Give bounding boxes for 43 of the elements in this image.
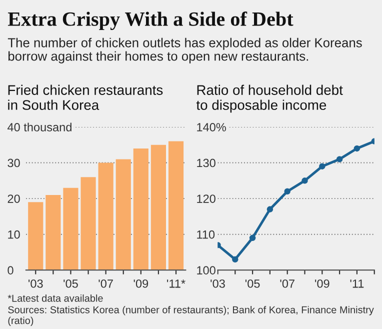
bar: [98, 162, 114, 270]
bar: [150, 144, 166, 270]
point: [266, 206, 274, 212]
y-axis-title: Fried chicken restaurants in South Korea: [8, 84, 163, 110]
point: [354, 145, 360, 152]
y-tick-label: 40 thousand: [7, 122, 72, 132]
bar: [63, 188, 78, 270]
bar: [80, 177, 96, 270]
y-tick-label: 140%: [197, 123, 226, 132]
x-tick-label: '03: [210, 279, 225, 288]
bar: [168, 141, 184, 270]
y-tick-label: 10: [8, 230, 20, 239]
point: [336, 156, 343, 162]
y-tick-label: 30: [8, 158, 20, 168]
source-note: Sources: Statistics Korea (number of restaurants); Bank of Korea, Finance Ministry (ratio): [8, 306, 374, 326]
x-tick-label: '09: [315, 279, 330, 288]
point: [302, 178, 308, 184]
y-tick-label: 100: [197, 266, 216, 275]
y-tick-label: 0: [8, 266, 14, 275]
y-tick-label: 130: [197, 158, 216, 168]
x-tick-label: '03: [28, 279, 43, 288]
x-tick-label: '11*: [167, 280, 186, 288]
bar: [46, 194, 61, 270]
y-tick-label: 120: [197, 194, 216, 203]
point: [319, 163, 326, 170]
x-tick-label: '07: [98, 279, 113, 288]
bar: [28, 202, 44, 270]
x-tick-label: '05: [245, 279, 260, 288]
chart-subtitle: The number of chicken outlets has exploded as older Koreans borrow against their homes to open new restaurants.: [8, 38, 362, 64]
x-tick-label: '11: [350, 280, 364, 288]
chart-title: Extra Crispy With a Side of Debt: [8, 12, 294, 30]
point: [232, 256, 238, 262]
point: [249, 234, 256, 242]
x-tick-label: '07: [280, 279, 294, 288]
text: *Latest data available: [8, 294, 103, 302]
y-tick-label: 20: [8, 194, 20, 203]
bar: [133, 148, 148, 270]
x-tick-label: '05: [64, 279, 78, 288]
y-tick-label: 110: [197, 230, 215, 239]
point: [284, 188, 290, 195]
x-tick-label: '09: [134, 279, 148, 288]
bar: [116, 159, 131, 270]
y-axis-title: Ratio of household debt to disposable income: [196, 84, 343, 113]
